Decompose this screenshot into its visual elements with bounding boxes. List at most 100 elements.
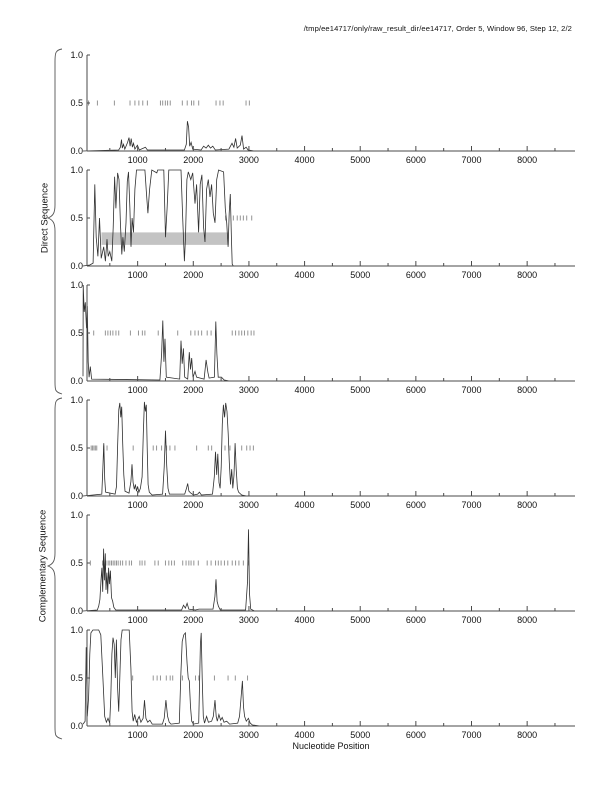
- x-tick-label: 7000: [461, 615, 481, 625]
- y-axis: [86, 629, 90, 727]
- y-tick-label: 0.5: [70, 673, 83, 683]
- x-tick-label: 8000: [517, 730, 537, 740]
- x-tick-label: 5000: [350, 615, 370, 625]
- x-tick-label: 1000: [128, 730, 148, 740]
- y-axis: [86, 169, 90, 267]
- x-tick-label: 3000: [239, 155, 259, 165]
- x-tick-label: 2000: [183, 500, 203, 510]
- x-tick-label: 6000: [406, 615, 426, 625]
- y-tick-label: 0.0: [70, 491, 83, 501]
- x-tick-label: 7000: [461, 270, 481, 280]
- codon-markers: [88, 100, 250, 106]
- x-tick-label: 2000: [183, 270, 203, 280]
- codon-markers: [132, 675, 249, 681]
- x-axis: [87, 606, 575, 612]
- x-tick-label: 5000: [350, 500, 370, 510]
- x-tick-label: 5000: [350, 385, 370, 395]
- panel-3-direct: 0.0 0.5 1.0 1000 2000 3000 4000 5000 6000 7000 800…: [70, 280, 575, 395]
- x-axis-title: Nucleotide Position: [292, 741, 370, 751]
- x-tick-label: 3000: [239, 615, 259, 625]
- x-axis: [87, 261, 575, 267]
- y-tick-label: 0.0: [70, 376, 83, 386]
- x-tick-label: 2000: [183, 615, 203, 625]
- y-tick-label: 0.0: [70, 721, 83, 731]
- y-tick-label: 0.0: [70, 146, 83, 156]
- x-tick-label: 4000: [295, 385, 315, 395]
- figure-title: /tmp/ee14717/only/raw_result_dir/ee14717…: [303, 24, 572, 33]
- x-tick-label: 3000: [239, 270, 259, 280]
- y-tick-label: 0.5: [70, 213, 83, 223]
- codon-markers: [90, 445, 254, 451]
- panel-5-complementary: 0.0 0.5 1.0 1000 2000 3000 4000 5000 6000 7000 800…: [70, 510, 575, 625]
- y-tick-label: 1.0: [70, 280, 83, 290]
- x-axis: [87, 146, 575, 152]
- panel-2-direct: 0.0 0.5 1.0 1000 2000 3000 4000 5000 6000 7000 800…: [70, 165, 575, 280]
- y-tick-label: 0.0: [70, 261, 83, 271]
- y-tick-label: 1.0: [70, 510, 83, 520]
- x-tick-label: 4000: [295, 615, 315, 625]
- x-tick-label: 3000: [239, 730, 259, 740]
- x-tick-label: 7000: [461, 155, 481, 165]
- x-tick-label: 2000: [183, 730, 203, 740]
- x-tick-label: 1000: [128, 615, 148, 625]
- y-tick-label: 1.0: [70, 625, 83, 635]
- x-tick-label: 5000: [350, 730, 370, 740]
- x-tick-label: 6000: [406, 155, 426, 165]
- x-axis: [87, 721, 575, 727]
- x-tick-label: 1000: [128, 385, 148, 395]
- y-axis: [86, 54, 90, 152]
- panel-4-complementary: 0.0 0.5 1.0 1000 2000 3000 4000 5000 6000 7000 800…: [70, 395, 575, 510]
- x-tick-label: 7000: [461, 730, 481, 740]
- y-tick-label: 1.0: [70, 165, 83, 175]
- panel-1-direct: 0.0 0.5 1.0 1000 2000 3000 4000 5000 6000 7000 800…: [70, 50, 575, 165]
- coding-potential-curve: [82, 284, 575, 382]
- x-tick-label: 6000: [406, 500, 426, 510]
- x-tick-label: 5000: [350, 270, 370, 280]
- codon-markers: [89, 560, 249, 566]
- predicted-gene-band: [101, 232, 229, 245]
- x-tick-label: 5000: [350, 155, 370, 165]
- y-axis: [86, 514, 90, 612]
- x-axis: [87, 491, 575, 497]
- x-tick-label: 8000: [517, 615, 537, 625]
- y-tick-label: 1.0: [70, 50, 83, 60]
- direct-sequence-brace: [46, 48, 63, 395]
- x-tick-label: 3000: [239, 500, 259, 510]
- x-tick-label: 2000: [183, 385, 203, 395]
- y-tick-label: 0.5: [70, 558, 83, 568]
- coding-potential-curve: [82, 121, 575, 152]
- y-axis: [86, 399, 90, 497]
- coding-potential-curve: [82, 529, 575, 612]
- coding-potential-curve: [82, 169, 575, 267]
- codon-markers: [225, 215, 253, 221]
- x-tick-label: 1000: [128, 155, 148, 165]
- x-tick-label: 4000: [295, 500, 315, 510]
- x-tick-label: 1000: [128, 270, 148, 280]
- x-tick-label: 8000: [517, 385, 537, 395]
- x-tick-label: 4000: [295, 270, 315, 280]
- coding-potential-curve: [82, 401, 575, 497]
- panel-6-complementary: 0.0 0.5 1.0 1000 2000 3000 4000 5000 6000 7000 800…: [70, 625, 575, 740]
- x-tick-label: 3000: [239, 385, 259, 395]
- x-tick-label: 6000: [406, 270, 426, 280]
- y-tick-label: 0.5: [70, 98, 83, 108]
- x-tick-label: 8000: [517, 270, 537, 280]
- y-tick-label: 0.5: [70, 328, 83, 338]
- x-tick-label: 1000: [128, 500, 148, 510]
- x-tick-label: 2000: [183, 155, 203, 165]
- codon-markers: [86, 330, 255, 336]
- x-tick-label: 7000: [461, 385, 481, 395]
- y-tick-label: 0.0: [70, 606, 83, 616]
- x-tick-label: 6000: [406, 730, 426, 740]
- x-tick-label: 4000: [295, 730, 315, 740]
- y-tick-label: 1.0: [70, 395, 83, 405]
- x-tick-label: 7000: [461, 500, 481, 510]
- x-tick-label: 8000: [517, 500, 537, 510]
- x-tick-label: 4000: [295, 155, 315, 165]
- x-axis: [87, 376, 575, 382]
- coding-potential-curve: [82, 629, 575, 727]
- x-tick-label: 6000: [406, 385, 426, 395]
